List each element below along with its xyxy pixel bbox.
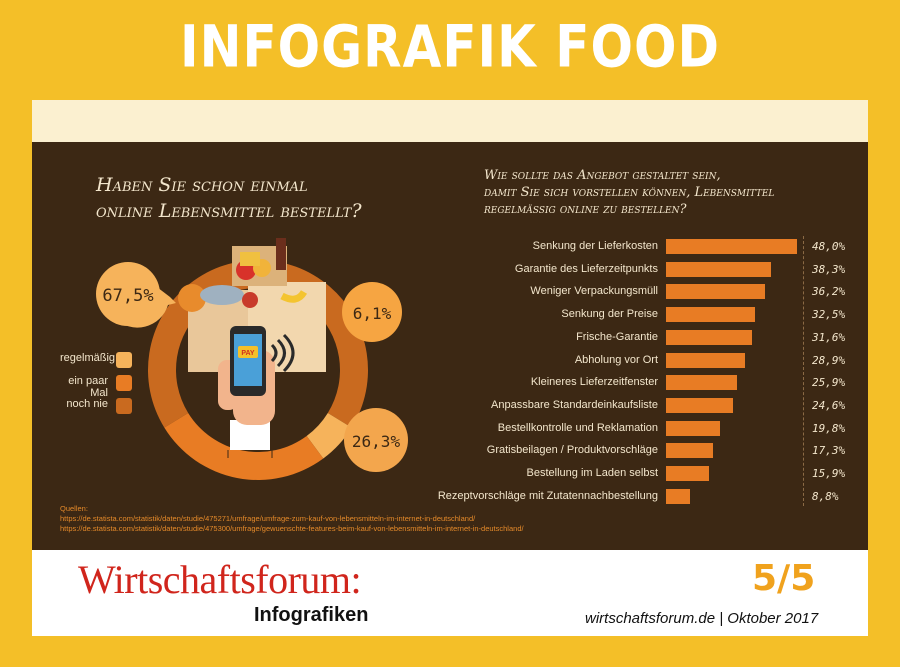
bar-value-label: 36,2% xyxy=(812,285,846,299)
site-and-date: wirtschaftsforum.de | Oktober 2017 xyxy=(585,610,819,627)
right-question: Wie sollte das Angebot gestaltet sein, d… xyxy=(484,167,774,218)
left-question: Haben Sie schon einmal online Lebensmitt… xyxy=(96,172,362,224)
bar-value-label: 31,6% xyxy=(812,330,846,344)
footer xyxy=(32,550,868,636)
bar-chart-divider xyxy=(803,236,804,506)
bar-label: Garantie des Lieferzeitpunkts xyxy=(514,262,658,275)
legend-swatch-regelmaessig xyxy=(116,352,132,368)
bar-label: Senkung der Lieferkosten xyxy=(532,240,658,252)
bar xyxy=(666,420,721,436)
left-question-line2: online Lebensmittel bestellt? xyxy=(96,200,362,222)
bar-value-label: 28,9% xyxy=(812,353,846,367)
bar-value-label: 32,5% xyxy=(812,308,846,322)
bar-value-label: 17,3% xyxy=(812,444,846,458)
bar-value-label: 38,3% xyxy=(812,262,846,276)
bar xyxy=(666,307,755,323)
bar-label: Frische-Garantie xyxy=(576,330,658,343)
sources-heading: Quellen: xyxy=(60,504,88,513)
bar xyxy=(666,352,745,368)
bar xyxy=(666,443,714,459)
infographic-title: INFOGRAFIK FOOD xyxy=(180,13,720,81)
bar-label: Rezeptvorschläge mit Zutatennachbestellu… xyxy=(437,489,658,502)
bar-label: Abholung vor Ort xyxy=(574,353,658,366)
bar-label: Bestellkontrolle und Reklamation xyxy=(497,421,658,434)
bar-label: Bestellung im Laden selbst xyxy=(526,467,658,479)
bar xyxy=(666,466,710,481)
bar-label: Senkung der Preise xyxy=(561,308,658,321)
left-question-line1: Haben Sie schon einmal xyxy=(96,174,308,196)
legend-label-regelmaessig: regelmäßig xyxy=(60,352,116,364)
bar-value-label: 48,0% xyxy=(812,240,846,253)
legend-label-ein-paar-mal: ein paar Mal xyxy=(68,375,108,399)
bar xyxy=(666,261,771,277)
bar xyxy=(666,488,691,504)
bar-label: Gratisbeilagen / Produktvorschläge xyxy=(486,444,658,457)
sources: Quellen: https://de.statista.com/statist… xyxy=(60,504,524,534)
cream-band xyxy=(32,100,868,142)
bar xyxy=(666,329,753,345)
right-question-line1: Wie sollte das Angebot gestaltet sein, xyxy=(484,168,721,183)
legend-swatch-ein-paar-mal xyxy=(116,375,132,391)
bar-value-label: 8,8% xyxy=(812,489,839,503)
brand-subtitle: Infografiken xyxy=(254,604,369,626)
page-number: 5/5 xyxy=(752,558,816,599)
legend-swatch-noch-nie xyxy=(116,398,132,414)
bar xyxy=(666,375,737,391)
bar-value-label: 19,8% xyxy=(812,421,846,435)
right-question-line2: damit Sie sich vorstellen können, Lebens… xyxy=(484,185,775,200)
bar-label: Weniger Verpackungsmüll xyxy=(530,285,658,298)
sources-link-2[interactable]: https://de.statista.com/statistik/daten/… xyxy=(60,524,524,533)
bar xyxy=(666,239,797,254)
bar xyxy=(666,397,734,413)
right-question-line3: regelmäßig online zu bestellen? xyxy=(484,202,687,217)
bar-label: Kleineres Lieferzeitfenster xyxy=(530,376,658,389)
bar-value-label: 15,9% xyxy=(812,467,846,480)
bar-value-label: 24,6% xyxy=(812,398,846,412)
bar-label: Anpassbare Standardeinkaufsliste xyxy=(491,398,658,411)
brand-logo: Wirtschaftsforum: xyxy=(78,557,362,602)
bar-value-label: 25,9% xyxy=(812,376,846,390)
sources-link-1[interactable]: https://de.statista.com/statistik/daten/… xyxy=(60,514,476,523)
legend-label-noch-nie: noch nie xyxy=(66,398,108,410)
bar xyxy=(666,284,765,300)
